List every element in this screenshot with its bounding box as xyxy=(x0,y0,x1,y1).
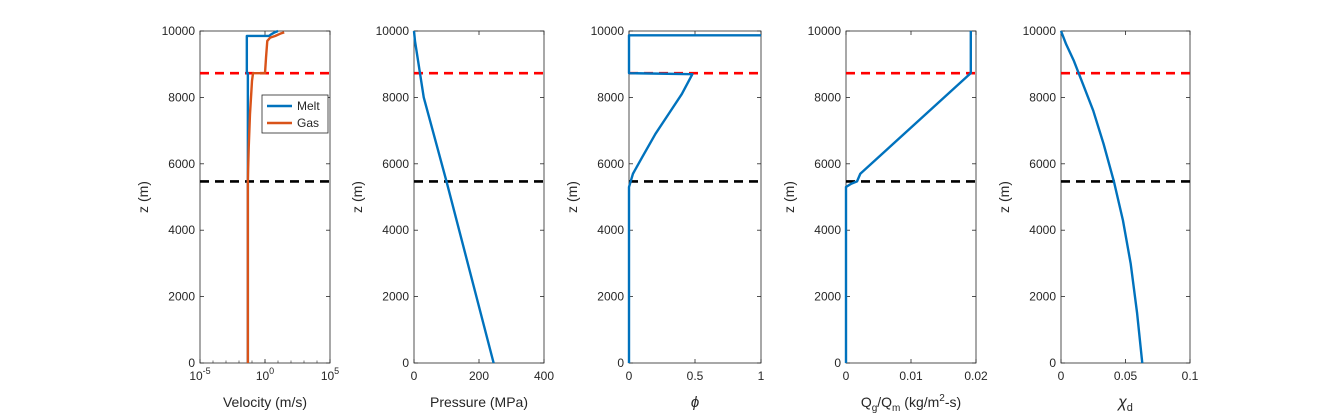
y-axis-label: z (m) xyxy=(135,181,151,213)
axes-box xyxy=(199,30,331,364)
xlabel-slash: / xyxy=(877,394,881,410)
x-tick-label: 400 xyxy=(534,369,554,383)
y-tick-label: 2000 xyxy=(814,290,841,304)
y-axis-label: z (m) xyxy=(349,181,365,213)
x-axis-label: Pressure (MPa) xyxy=(430,394,528,410)
y-tick-label: 6000 xyxy=(597,157,624,171)
y-tick-label: 6000 xyxy=(814,157,841,171)
x-tick-label: 0 xyxy=(411,369,418,383)
x-tick-label: 0 xyxy=(1058,369,1065,383)
y-tick-label: 2000 xyxy=(1029,290,1056,304)
x-axis-label: Qg/Qm (kg/m2-s) xyxy=(861,393,961,414)
y-tick-label: 6000 xyxy=(382,157,409,171)
y-tick-label: 8000 xyxy=(597,90,624,104)
y-tick-label: 0 xyxy=(188,356,195,370)
xlabel-sub-g: g xyxy=(872,403,878,414)
y-tick-label: 6000 xyxy=(1029,157,1056,171)
y-tick-label: 4000 xyxy=(1029,223,1056,237)
y-tick-label: 4000 xyxy=(382,223,409,237)
y-tick-label: 6000 xyxy=(168,157,195,171)
y-tick-label: 2000 xyxy=(168,290,195,304)
y-tick-label: 4000 xyxy=(168,223,195,237)
subplot-3: 0 2000 4000 6000 8000 10000 0 0.5 1 ϕ z (m) xyxy=(564,24,765,411)
x-tick-label: 0.05 xyxy=(1114,369,1138,383)
y-tick-label: 4000 xyxy=(597,223,624,237)
y-tick-label: 8000 xyxy=(382,90,409,104)
subplot-1: 0 2000 4000 6000 8000 10000 10-5 100 105 Velocity… xyxy=(135,24,339,410)
xlabel-units-end: -s) xyxy=(945,394,961,410)
y-tick-label: 10000 xyxy=(162,24,196,38)
series-line xyxy=(844,31,972,363)
legend-label-melt: Melt xyxy=(297,99,320,113)
x-axis-label: ϕ xyxy=(691,394,699,411)
xlabel-q2: Q xyxy=(881,394,892,410)
x-tick-label: 0 xyxy=(626,369,633,383)
x-tick-exponent: 5 xyxy=(334,366,339,376)
x-tick-label: 0.5 xyxy=(687,369,704,383)
x-tick-label: 0.1 xyxy=(1182,369,1199,383)
y-tick-label: 10000 xyxy=(1023,24,1057,38)
series-line xyxy=(412,30,495,364)
y-tick-label: 0 xyxy=(402,356,409,370)
y-axis-label: z (m) xyxy=(781,181,797,213)
y-tick-label: 0 xyxy=(1049,356,1056,370)
y-tick-label: 4000 xyxy=(814,223,841,237)
y-tick-label: 10000 xyxy=(808,24,842,38)
y-tick-label: 0 xyxy=(617,356,624,370)
x-tick-label: 0.02 xyxy=(964,369,988,383)
y-tick-label: 8000 xyxy=(814,90,841,104)
x-tick-label: 0.01 xyxy=(899,369,923,383)
series-line xyxy=(627,34,761,363)
xlabel-sub-m: m xyxy=(892,403,900,414)
x-tick-label: 200 xyxy=(469,369,489,383)
xlabel-units: (kg/m xyxy=(900,394,939,410)
x-tick-exponent: 0 xyxy=(269,366,274,376)
series-line xyxy=(1059,30,1144,364)
xlabel-sup-2: 2 xyxy=(939,393,945,404)
axes-box xyxy=(628,30,762,364)
x-tick-label: 1 xyxy=(758,369,765,383)
x-tick-label: 100 xyxy=(256,366,274,383)
series-line-gas xyxy=(246,31,285,363)
xlabel-chi: χ xyxy=(1116,394,1127,411)
x-tick-label: 10-5 xyxy=(189,366,210,383)
x-tick-label: 105 xyxy=(321,366,339,383)
x-axis-label: Velocity (m/s) xyxy=(223,394,307,410)
y-tick-label: 8000 xyxy=(168,90,195,104)
legend-box xyxy=(261,94,329,134)
y-tick-label: 8000 xyxy=(1029,90,1056,104)
axes-box xyxy=(413,30,545,364)
y-tick-label: 0 xyxy=(834,356,841,370)
y-axis-label: z (m) xyxy=(564,181,580,213)
x-tick-exponent: -5 xyxy=(203,366,211,376)
subplot-5: 0 2000 4000 6000 8000 10000 0 0.05 0.1 χd z (m) xyxy=(996,24,1199,414)
axes-box xyxy=(845,30,977,364)
x-tick-label: 0 xyxy=(843,369,850,383)
y-tick-label: 2000 xyxy=(382,290,409,304)
legend-label-gas: Gas xyxy=(297,116,319,130)
axes-box xyxy=(1060,30,1191,364)
xlabel-q: Q xyxy=(861,394,872,410)
x-axis-label: χd xyxy=(1116,394,1133,414)
xlabel-sub-d: d xyxy=(1127,402,1133,414)
y-tick-label: 10000 xyxy=(591,24,625,38)
y-tick-label: 10000 xyxy=(376,24,410,38)
y-axis-label: z (m) xyxy=(996,181,1012,213)
legend: Melt Gas xyxy=(261,94,329,134)
subplot-2: 0 2000 4000 6000 8000 10000 0 200 400 Pressure (M… xyxy=(349,24,554,410)
y-tick-label: 2000 xyxy=(597,290,624,304)
